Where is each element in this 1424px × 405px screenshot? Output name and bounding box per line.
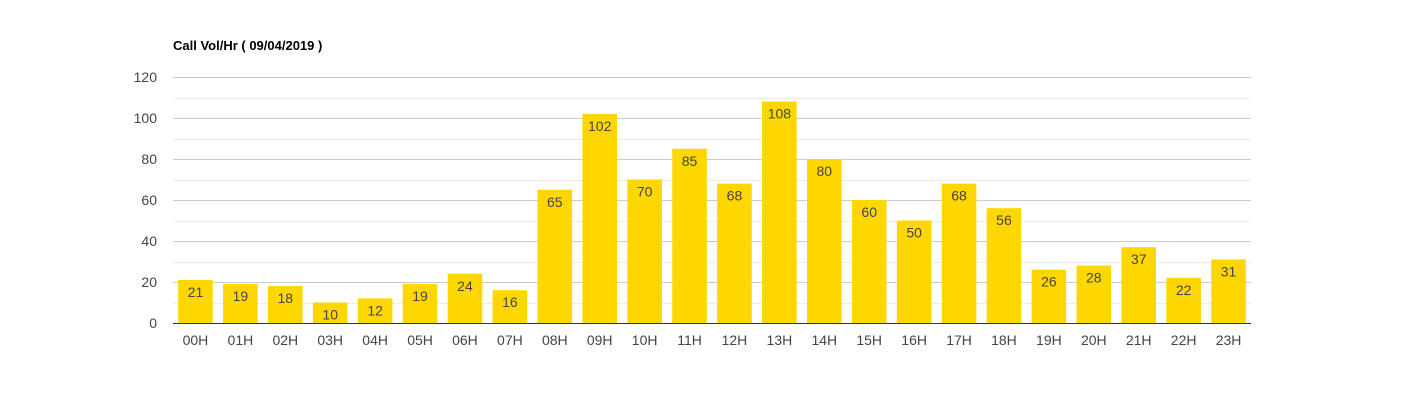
x-tick-label: 05H: [407, 332, 433, 348]
chart-title: Call Vol/Hr ( 09/04/2019 ): [173, 38, 322, 53]
data-label: 22: [1176, 282, 1192, 298]
bar: [357, 298, 393, 323]
x-tick-label: 15H: [856, 332, 882, 348]
data-label: 70: [637, 184, 653, 200]
bar: [447, 273, 483, 323]
data-label: 26: [1041, 274, 1057, 290]
x-tick-label: 10H: [632, 332, 658, 348]
data-label: 31: [1221, 263, 1237, 279]
y-tick-label: 120: [134, 69, 158, 85]
x-tick-label: 22H: [1171, 332, 1197, 348]
bar: [223, 284, 258, 323]
x-tick-label: 19H: [1036, 332, 1062, 348]
data-label: 60: [861, 204, 877, 220]
bar: [627, 179, 662, 323]
bar: [537, 189, 573, 323]
x-tick-label: 00H: [183, 332, 209, 348]
data-label: 65: [547, 194, 563, 210]
x-tick-label: 12H: [722, 332, 748, 348]
x-tick-label: 11H: [677, 332, 702, 348]
data-label: 10: [322, 307, 338, 323]
x-tick-label: 13H: [767, 332, 793, 348]
x-tick-label: 04H: [362, 332, 388, 348]
bar: [267, 286, 303, 323]
bar: [762, 101, 797, 323]
y-tick-label: 0: [149, 315, 157, 331]
bars: [178, 101, 1246, 324]
data-label: 12: [367, 302, 383, 318]
x-tick-label: 09H: [587, 332, 613, 348]
y-tick-label: 80: [141, 151, 157, 167]
x-axis-ticks: 00H 01H 02H 03H 04H 05H 06H 07H 08H 09H 10H 11H 12H 1…: [183, 332, 1242, 348]
data-label: 80: [817, 163, 833, 179]
data-label: 19: [233, 288, 249, 304]
bar: [941, 183, 977, 323]
bar: [492, 290, 528, 323]
data-label: 68: [727, 188, 743, 204]
bar: [1031, 269, 1067, 323]
x-tick-label: 20H: [1081, 332, 1107, 348]
bar: [178, 279, 213, 323]
y-tick-label: 60: [141, 192, 157, 208]
bar: [1166, 277, 1201, 323]
bar: [1076, 265, 1112, 323]
data-label: 16: [502, 294, 518, 310]
bar: [717, 183, 752, 323]
data-label: 68: [951, 188, 967, 204]
x-tick-label: 06H: [452, 332, 478, 348]
x-tick-label: 01H: [228, 332, 254, 348]
x-tick-label: 18H: [991, 332, 1017, 348]
x-tick-label: 21H: [1126, 332, 1152, 348]
bar: [1121, 247, 1157, 323]
bar: [312, 302, 348, 323]
data-label: 18: [278, 290, 294, 306]
x-tick-label: 02H: [272, 332, 298, 348]
data-label: 24: [457, 278, 473, 294]
data-label: 50: [906, 225, 922, 241]
data-label: 85: [682, 153, 698, 169]
bar: [1211, 259, 1246, 323]
data-label: 19: [412, 288, 428, 304]
y-tick-label: 40: [141, 233, 157, 249]
x-tick-label: 23H: [1216, 332, 1242, 348]
data-label: 37: [1131, 251, 1147, 267]
bar: [582, 113, 618, 324]
x-tick-label: 07H: [497, 332, 523, 348]
gridlines: [173, 77, 1251, 304]
data-label: 56: [996, 212, 1012, 228]
x-tick-label: 16H: [901, 332, 927, 348]
data-label: 102: [588, 118, 612, 134]
y-axis-ticks: 0 20 40 60 80 100 120: [134, 69, 158, 331]
bar: [672, 148, 707, 323]
y-tick-label: 20: [141, 274, 157, 290]
data-labels: 21 19 18 10 12 19 24 16 65 102 70 85 68 108 80 60 50 68 56…: [188, 106, 1237, 323]
x-tick-label: 03H: [317, 332, 343, 348]
data-label: 21: [188, 284, 204, 300]
x-tick-label: 08H: [542, 332, 568, 348]
y-tick-label: 100: [134, 110, 158, 126]
bar: [806, 159, 842, 323]
data-label: 108: [768, 106, 792, 122]
bar: [851, 200, 887, 323]
bar: [896, 220, 932, 323]
data-label: 28: [1086, 270, 1102, 286]
bar: [986, 208, 1022, 323]
x-tick-label: 17H: [946, 332, 972, 348]
x-tick-label: 14H: [811, 332, 837, 348]
bar: [402, 284, 438, 323]
